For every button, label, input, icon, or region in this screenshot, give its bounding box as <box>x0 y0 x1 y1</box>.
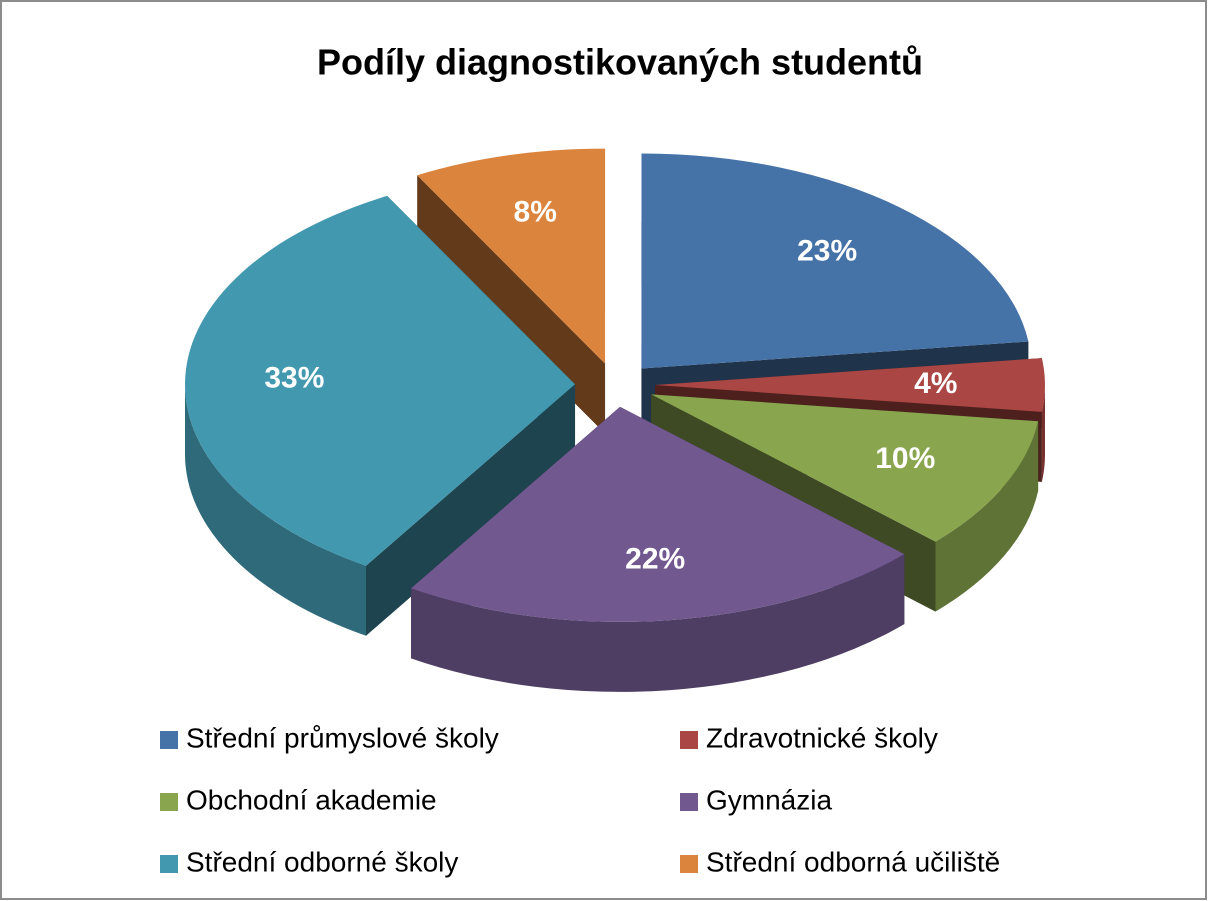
data-label: 8% <box>514 196 557 229</box>
slice <box>411 406 905 622</box>
data-label: 23% <box>797 234 857 267</box>
chart-title: Podíly diagnostikovaných studentů <box>317 42 923 83</box>
legend-label: Střední průmyslové školy <box>186 722 499 753</box>
legend-label: Střední odborná učiliště <box>706 846 1000 877</box>
legend-label: Střední odborné školy <box>186 846 458 877</box>
slice-side <box>411 554 905 692</box>
legend-swatch <box>160 731 178 749</box>
slice-inner-wall <box>366 384 576 636</box>
legend-swatch <box>680 793 698 811</box>
legend-swatch <box>160 855 178 873</box>
legend-swatch <box>160 793 178 811</box>
legend-label: Gymnázia <box>706 784 832 815</box>
slice <box>185 195 576 566</box>
slice-side <box>1041 385 1045 482</box>
slice <box>655 358 1045 412</box>
legend-label: Obchodní akademie <box>186 784 437 815</box>
data-label: 33% <box>264 361 324 394</box>
legend-label: Zdravotnické školy <box>706 722 938 753</box>
data-label: 10% <box>875 442 935 475</box>
slice-side <box>185 384 366 636</box>
data-label: 4% <box>914 367 957 400</box>
data-label: 22% <box>625 542 685 575</box>
legend-swatch <box>680 855 698 873</box>
slice <box>417 148 606 364</box>
slice <box>651 394 1039 542</box>
slice-side <box>935 421 1039 612</box>
slice <box>641 153 1029 369</box>
legend-swatch <box>680 731 698 749</box>
